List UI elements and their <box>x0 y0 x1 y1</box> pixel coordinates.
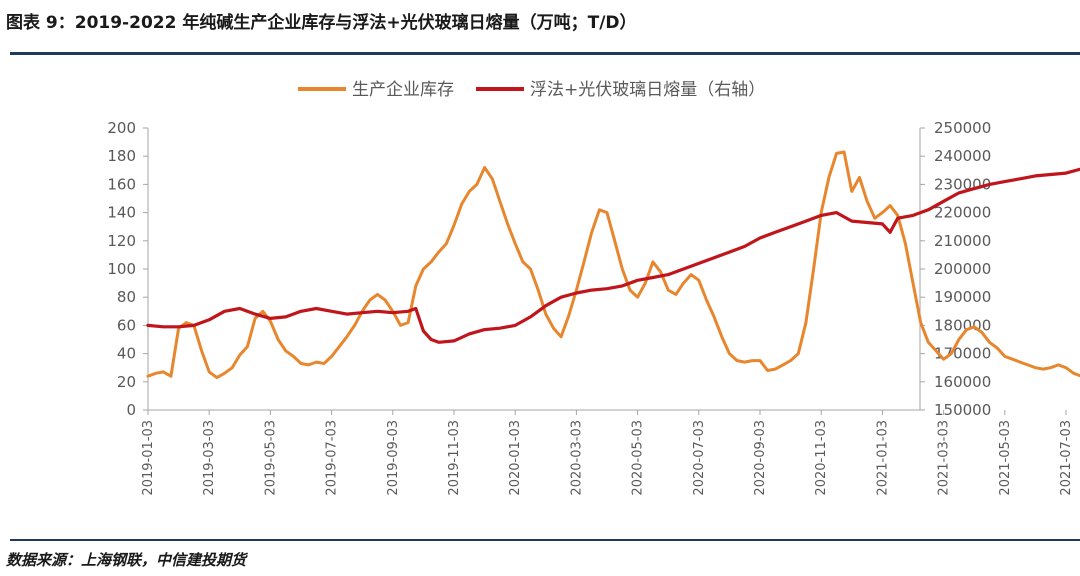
left-tick-label: 140 <box>107 204 136 222</box>
legend-inventory: 生产企业库存 <box>298 80 454 100</box>
series-layer <box>146 150 1080 380</box>
right-tick-label: 240000 <box>934 147 991 165</box>
right-tick-label: 150000 <box>934 401 991 419</box>
left-tick-label: 20 <box>117 373 136 391</box>
x-tick-label: 2020-01-03 <box>508 420 523 496</box>
left-tick-label: 200 <box>107 119 136 137</box>
inventory-series-line <box>146 150 1080 380</box>
x-tick-label: 2020-03-03 <box>569 420 584 496</box>
left-tick-label: 160 <box>107 175 136 193</box>
x-tick-label: 2019-11-03 <box>447 420 462 496</box>
x-tick-label: 2019-09-03 <box>386 420 401 496</box>
x-tick-label: 2020-07-03 <box>692 420 707 496</box>
right-axis: 1500001600001700001800001900002000002100… <box>919 119 991 419</box>
right-tick-label: 160000 <box>934 373 991 391</box>
left-tick-label: 0 <box>126 401 136 419</box>
legend: 生产企业库存 浮法+光伏玻璃日熔量（右轴） <box>298 80 765 100</box>
left-axis: 0 20 40 60 80 100 120 140 160 180 200 <box>107 119 149 419</box>
left-tick-label: 40 <box>117 345 136 363</box>
x-tick-label: 2020-05-03 <box>631 420 646 496</box>
figure-title: 图表 9：2019-2022 年纯碱生产企业库存与浮法+光伏玻璃日熔量（万吨；T… <box>6 13 637 33</box>
legend-label: 生产企业库存 <box>352 80 454 100</box>
x-tick-label: 2021-01-03 <box>875 420 890 496</box>
right-tick-label: 220000 <box>934 204 991 222</box>
right-tick-label: 250000 <box>934 119 991 137</box>
left-tick-label: 60 <box>117 316 136 334</box>
x-tick-label: 2021-03-03 <box>937 420 952 496</box>
right-tick-label: 210000 <box>934 232 991 250</box>
x-tick-label: 2021-07-03 <box>1059 420 1074 496</box>
source-note: 数据来源：上海钢联，中信建投期货 <box>6 551 247 569</box>
x-tick-label: 2020-09-03 <box>753 420 768 496</box>
left-tick-label: 100 <box>107 260 136 278</box>
x-tick-label: 2020-11-03 <box>814 420 829 496</box>
legend-label: 浮法+光伏玻璃日熔量（右轴） <box>530 80 765 100</box>
x-tick-label: 2019-07-03 <box>325 420 340 496</box>
daily-melt-series-line <box>146 167 1080 344</box>
right-tick-label: 190000 <box>934 288 991 306</box>
legend-daily-melt: 浮法+光伏玻璃日熔量（右轴） <box>476 80 765 100</box>
right-tick-label: 200000 <box>934 260 991 278</box>
x-axis: 2019-01-03 2019-03-03 2019-05-03 2019-07-03… <box>141 409 1074 496</box>
right-tick-label: 170000 <box>934 345 991 363</box>
x-tick-label: 2019-05-03 <box>263 420 278 496</box>
left-tick-label: 180 <box>107 147 136 165</box>
left-tick-label: 120 <box>107 232 136 250</box>
bottom-rule <box>10 539 1080 541</box>
left-tick-label: 80 <box>117 288 136 306</box>
x-tick-label: 2019-01-03 <box>141 420 156 496</box>
top-rule <box>10 52 1080 55</box>
x-tick-label: 2021-05-03 <box>998 420 1013 496</box>
x-tick-label: 2019-03-03 <box>202 420 217 496</box>
